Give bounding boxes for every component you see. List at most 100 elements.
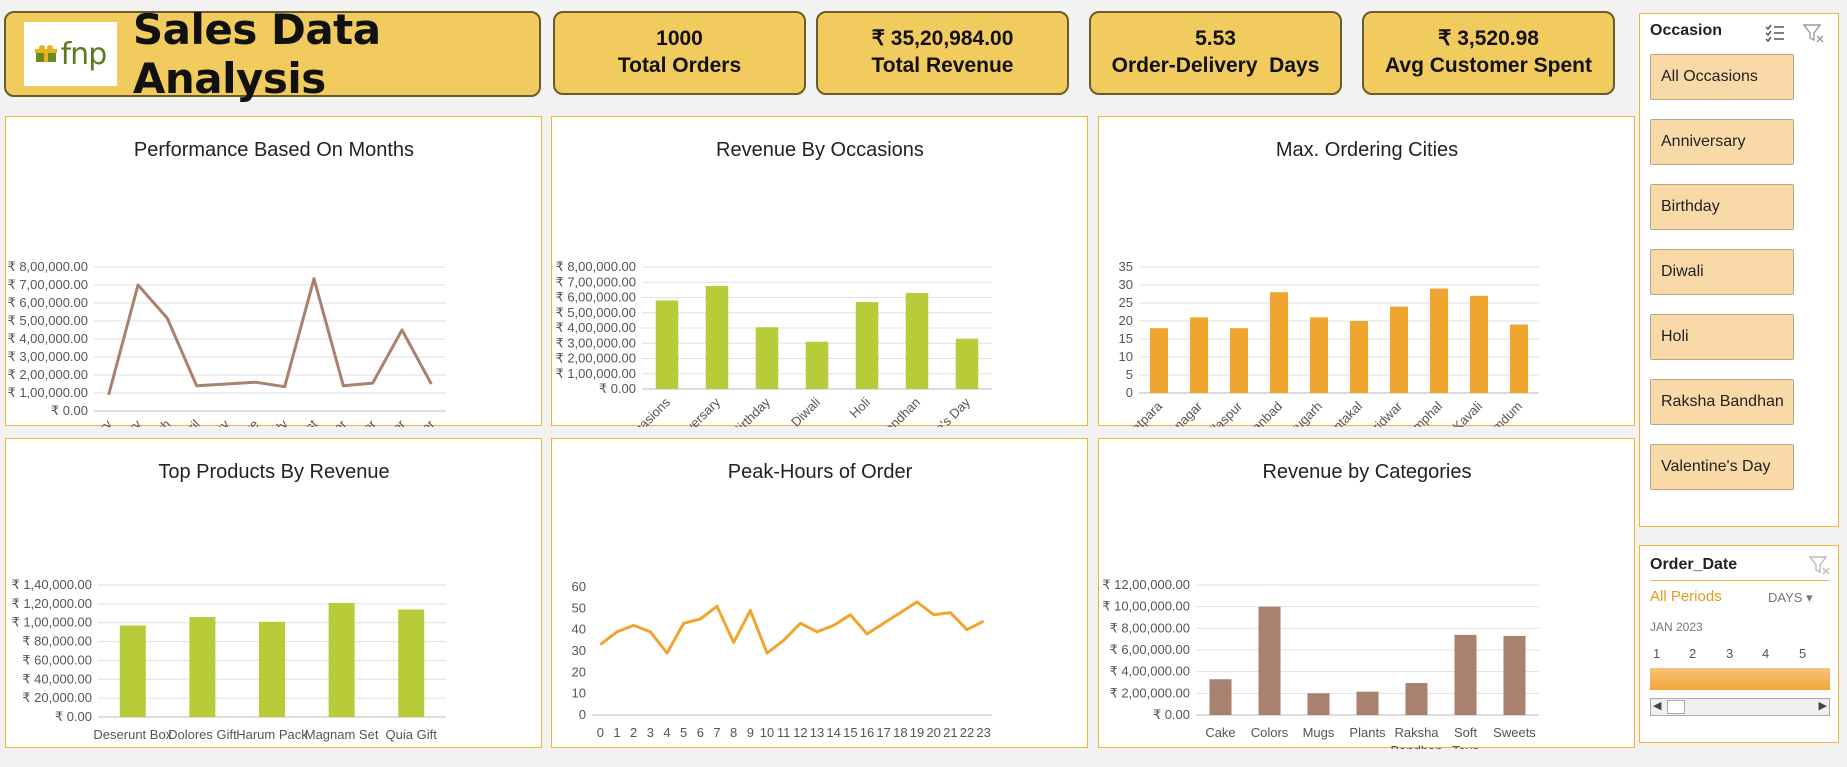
y-tick-label: ₹ 10,00,000.00	[1102, 599, 1190, 614]
bar	[955, 338, 979, 389]
bar	[1150, 328, 1168, 393]
x-tick-label: June	[231, 417, 262, 427]
chart-hours-panel[interactable]: Peak-Hours of Order 60 50 40 30 20 10 0 0 1 2 3 4 5 6 7…	[551, 438, 1088, 748]
bar	[655, 300, 679, 389]
bar	[755, 327, 779, 389]
x-tick-label: 10	[760, 725, 774, 740]
kpi-value: 5.53	[1195, 27, 1236, 50]
x-tick-label: 21	[943, 725, 957, 740]
x-tick-label: April	[174, 416, 203, 427]
kpi-label: Order-Delivery Days	[1111, 54, 1320, 77]
x-tick-label: Sweets	[1493, 725, 1536, 740]
x-tick-label: Haridwar	[1358, 398, 1406, 427]
bar	[855, 302, 879, 389]
y-tick-label: ₹ 8,00,000.00	[7, 259, 88, 274]
chart-cities: Max. Ordering Cities 35 30 25 20 15 10 5 0Bhatpa…	[1117, 139, 1539, 427]
scroll-thumb[interactable]	[1667, 700, 1685, 714]
slicer-item-valentines-day[interactable]: Valentine's Day	[1650, 444, 1794, 490]
chart-occasions-panel[interactable]: Revenue By Occasions ₹ 8,00,000.00 ₹ 7,00,…	[551, 116, 1088, 427]
bar	[1454, 634, 1477, 715]
x-tick-label: 22	[960, 725, 974, 740]
chart-months-panel[interactable]: Performance Based On Months ₹ 8,00,000.00…	[5, 116, 542, 427]
bar	[1510, 324, 1528, 393]
gift-icon	[34, 45, 57, 62]
y-tick-label: ₹ 1,00,000.00	[7, 385, 88, 400]
slicer-item-all-occasions[interactable]: All Occasions	[1650, 54, 1794, 100]
timeline-day-2[interactable]: 2	[1689, 646, 1697, 661]
x-tick-label: 0	[597, 725, 604, 740]
kpi-value: 1000	[656, 27, 703, 50]
kpi-total-orders: 1000 Total Orders	[553, 11, 806, 95]
chart-cities-panel[interactable]: Max. Ordering Cities 35 30 25 20 15 10 5 0 Bhatpa…	[1098, 116, 1635, 427]
logo-text: fnp	[60, 36, 108, 72]
bar	[1230, 328, 1248, 393]
x-tick-label: Bilaspur	[1201, 398, 1245, 427]
y-tick-label: ₹ 7,00,000.00	[7, 277, 88, 292]
timeline-level-select[interactable]: DAYS ▾	[1768, 590, 1813, 606]
dashboard-title: Sales Data Analysis	[132, 5, 381, 103]
slicer-item-holi[interactable]: Holi	[1650, 314, 1794, 360]
bar	[259, 621, 285, 717]
x-tick-label: 1	[613, 725, 620, 740]
clear-filter-icon[interactable]	[1802, 22, 1824, 44]
y-tick-label: ₹ 0.00	[1153, 707, 1190, 722]
multi-select-icon[interactable]	[1764, 22, 1786, 44]
timeline-divider	[1650, 580, 1830, 581]
y-tick-label: ₹ 6,00,000.00	[7, 295, 88, 310]
order-date-timeline: Order_Date All Periods DAYS ▾ JAN 2023 1…	[1639, 545, 1839, 743]
y-tick-label: ₹ 4,00,000.00	[555, 320, 636, 335]
timeline-day-3[interactable]: 3	[1726, 646, 1734, 661]
bar	[1270, 292, 1288, 393]
x-tick-label: 16	[860, 725, 874, 740]
bar	[328, 602, 355, 717]
series-line	[599, 600, 985, 655]
bar	[1209, 679, 1232, 715]
bar	[1190, 317, 1208, 393]
y-tick-label: 35	[1119, 259, 1133, 274]
chart-products: Top Products By Revenue ₹ 1,40,000.00 ₹ 1,…	[11, 461, 446, 742]
y-tick-label: ₹ 1,00,000.00	[11, 615, 92, 630]
x-tick-label: 5	[680, 725, 687, 740]
y-tick-label: ₹ 3,00,000.00	[7, 349, 88, 364]
timeline-day-1[interactable]: 1	[1653, 646, 1661, 661]
bar	[805, 341, 829, 389]
timeline-day-4[interactable]: 4	[1762, 646, 1770, 661]
chart-products-panel[interactable]: Top Products By Revenue ₹ 1,40,000.00 ₹ 1,…	[5, 438, 542, 748]
y-tick-label: 20	[1119, 313, 1133, 328]
kpi-avg-customer-spent: ₹ 3,520.98 Avg Customer Spent	[1362, 11, 1615, 95]
slicer-item-anniversary[interactable]: Anniversary	[1650, 119, 1794, 165]
bar	[1356, 691, 1379, 715]
timeline-scrollbar[interactable]: ◀ ▶	[1650, 698, 1830, 716]
scroll-left-icon[interactable]: ◀	[1653, 700, 1662, 712]
y-tick-label: 10	[1119, 349, 1133, 364]
scroll-right-icon[interactable]: ▶	[1818, 700, 1827, 712]
bar	[1470, 295, 1488, 393]
y-tick-label: ₹ 20,000.00	[22, 690, 92, 705]
chart-categories-panel[interactable]: Revenue by Categories ₹ 12,00,000.00 ₹ 10,…	[1098, 438, 1635, 749]
slicer-item-diwali[interactable]: Diwali	[1650, 249, 1794, 295]
bar	[1258, 606, 1281, 715]
y-tick-label: 0	[1126, 385, 1133, 400]
kpi-label: Avg Customer Spent	[1385, 54, 1592, 77]
x-tick-label: 18	[893, 725, 907, 740]
chart-title: Performance Based On Months	[134, 139, 414, 161]
title-card: fnp Sales Data Analysis	[4, 5, 541, 103]
timeline-month: JAN 2023	[1650, 620, 1703, 634]
bar	[1430, 288, 1448, 393]
clear-filter-icon[interactable]	[1808, 554, 1830, 576]
timeline-day-5[interactable]: 5	[1799, 646, 1807, 661]
x-tick-label: 3	[647, 725, 654, 740]
kpi-value: ₹ 35,20,984.00	[871, 27, 1014, 50]
timeline-range-bar[interactable]	[1650, 668, 1830, 690]
chart-occasions: Revenue By Occasions ₹ 8,00,000.00₹ 7,00,…	[555, 139, 992, 427]
y-tick-label: ₹ 5,00,000.00	[555, 305, 636, 320]
slicer-item-raksha-bandhan[interactable]: Raksha Bandhan	[1650, 379, 1794, 425]
y-tick-label: 30	[1119, 277, 1133, 292]
y-tick-label: ₹ 80,000.00	[22, 634, 92, 649]
x-tick-label: Dibrugarh	[1274, 399, 1325, 427]
x-tick-label: Anniversary	[664, 394, 723, 427]
slicer-item-birthday[interactable]: Birthday	[1650, 184, 1794, 230]
x-tick-label: 9	[747, 725, 754, 740]
y-tick-label: 40	[572, 622, 586, 637]
bar	[905, 292, 929, 389]
